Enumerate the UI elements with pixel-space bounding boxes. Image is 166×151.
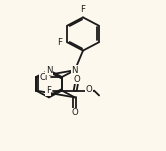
Text: O: O (86, 85, 92, 94)
Text: N: N (72, 66, 78, 75)
Text: O: O (72, 108, 78, 117)
Text: N: N (46, 66, 52, 75)
Text: F: F (46, 86, 51, 95)
Text: F: F (81, 5, 85, 14)
Text: Cl: Cl (40, 72, 48, 82)
Text: O: O (73, 75, 80, 84)
Text: F: F (57, 38, 62, 47)
